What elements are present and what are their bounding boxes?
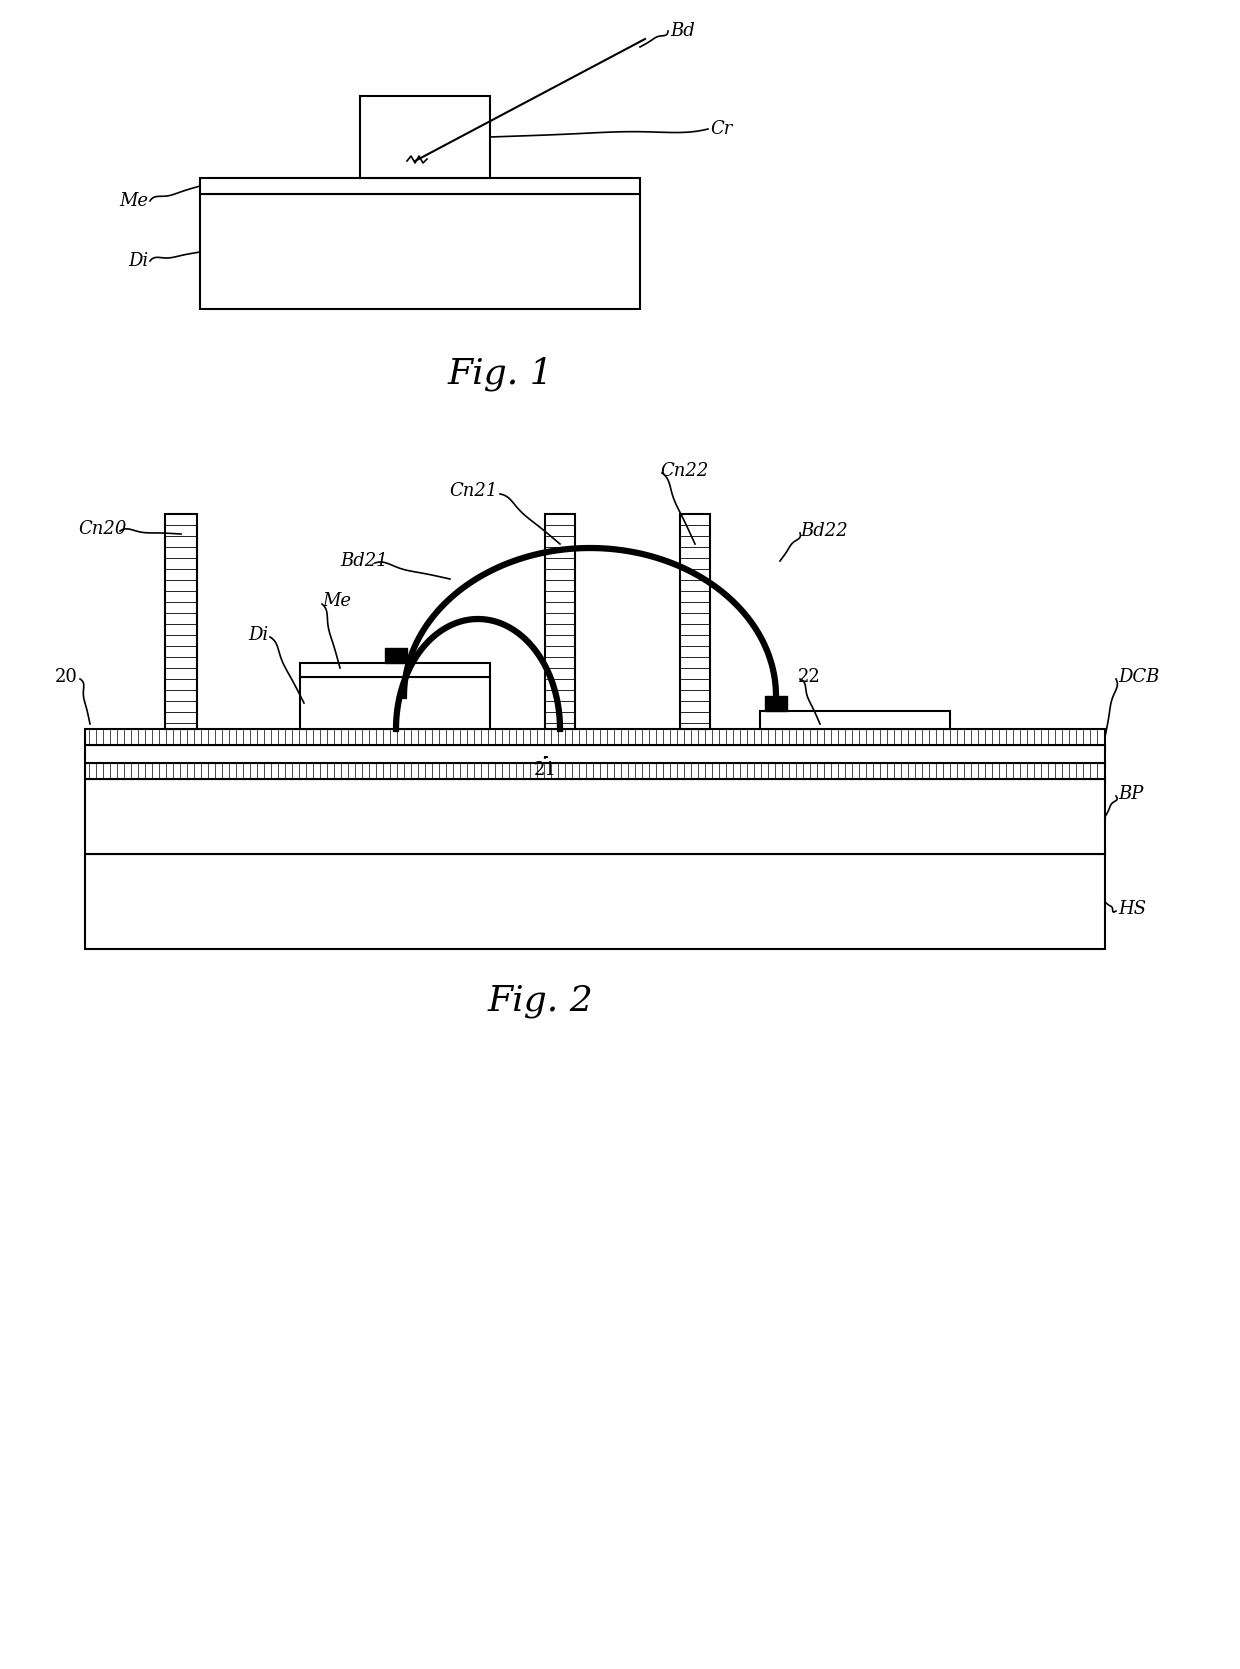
Text: Bd22: Bd22	[800, 522, 848, 541]
Text: DCB: DCB	[1118, 668, 1159, 686]
Text: Bd21: Bd21	[340, 552, 388, 571]
Bar	[546, 514, 575, 729]
Text: Cn22: Cn22	[660, 462, 708, 481]
Text: 22: 22	[799, 668, 821, 686]
Bar	[760, 711, 950, 729]
Text: Di: Di	[128, 252, 148, 270]
Bar	[680, 514, 711, 729]
Text: Me: Me	[322, 592, 351, 609]
Bar	[86, 729, 1105, 744]
Text: Di: Di	[248, 626, 268, 644]
Text: Fig. 1: Fig. 1	[448, 357, 553, 391]
Text: Cr: Cr	[711, 120, 733, 139]
Text: 20: 20	[55, 668, 78, 686]
Bar	[200, 194, 640, 309]
Bar	[384, 648, 407, 663]
Bar	[300, 663, 490, 678]
Text: 21: 21	[533, 761, 557, 779]
Bar	[86, 763, 1105, 779]
Text: Bd: Bd	[670, 22, 694, 40]
Text: Cn20: Cn20	[78, 521, 126, 537]
Text: BP: BP	[1118, 784, 1143, 803]
Bar	[300, 678, 490, 729]
Bar	[165, 514, 197, 729]
Bar	[86, 779, 1105, 855]
Text: HS: HS	[1118, 900, 1146, 918]
Bar	[765, 696, 787, 711]
Bar	[86, 744, 1105, 763]
Bar	[360, 97, 490, 179]
Bar	[200, 179, 640, 194]
Text: Fig. 2: Fig. 2	[487, 985, 593, 1018]
Text: Me: Me	[119, 192, 148, 210]
Text: Cn21: Cn21	[450, 482, 498, 501]
Bar	[86, 855, 1105, 950]
